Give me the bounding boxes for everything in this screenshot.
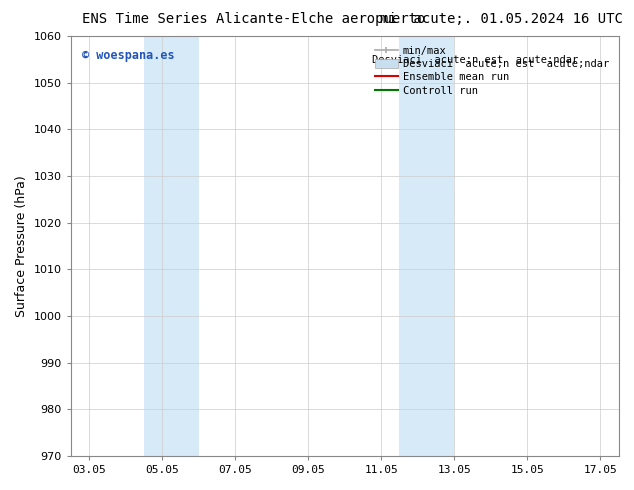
Text: Desviaci  acute;n est  acute;ndar: Desviaci acute;n est acute;ndar (372, 55, 578, 65)
Legend: min/max, Desviaci  acute;n est  acute;ndar, Ensemble mean run, Controll run: min/max, Desviaci acute;n est acute;ndar… (371, 41, 613, 100)
Bar (144, 36, 198, 456)
Text: ENS Time Series Alicante-Elche aeropuerto: ENS Time Series Alicante-Elche aeropuert… (82, 12, 426, 26)
Text: mi  acute;. 01.05.2024 16 UTC: mi acute;. 01.05.2024 16 UTC (380, 12, 623, 26)
Y-axis label: Surface Pressure (hPa): Surface Pressure (hPa) (15, 175, 28, 317)
Text: © woespana.es: © woespana.es (82, 49, 174, 62)
Bar (399, 36, 454, 456)
